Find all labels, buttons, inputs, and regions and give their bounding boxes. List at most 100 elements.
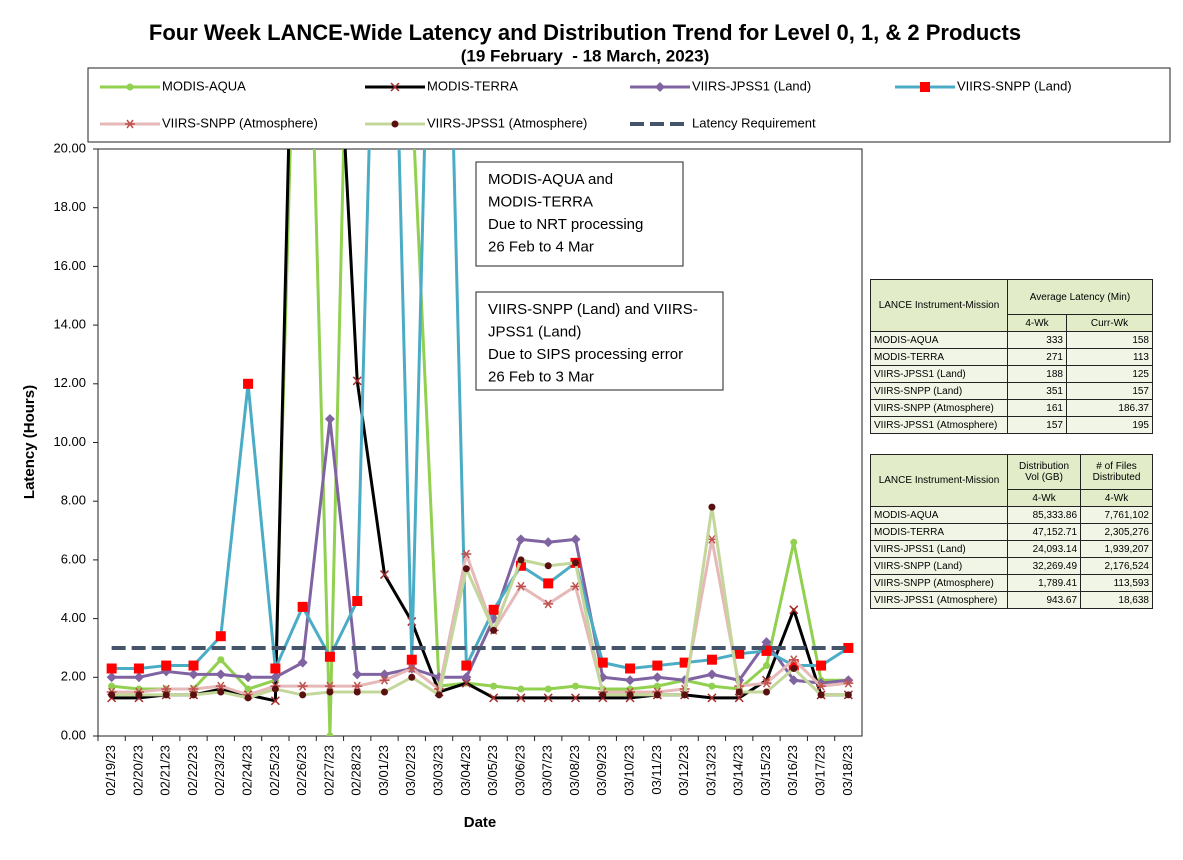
data-point <box>490 682 498 690</box>
data-point <box>653 691 661 699</box>
data-point <box>570 693 581 703</box>
x-tick-label: 03/03/23 <box>431 745 446 796</box>
legend-box <box>87 67 1171 143</box>
table-row: VIIRS-JPSS1 (Land) 188 125 <box>870 365 1154 383</box>
data-point <box>572 682 579 690</box>
legend-label: MODIS-TERRA <box>427 78 518 93</box>
header-row: LANCE Instrument-Mission Distribution Vol… <box>870 454 1153 507</box>
data-point <box>352 681 363 691</box>
row-label: MODIS-AQUA <box>870 506 1008 524</box>
data-point <box>653 682 661 690</box>
data-point <box>162 691 170 699</box>
x-tick-label: 03/09/23 <box>594 745 609 796</box>
cell: 85,333.86 <box>1006 506 1082 524</box>
data-point <box>515 560 526 571</box>
row-label: VIIRS-JPSS1 (Atmosphere) <box>870 416 1008 434</box>
cell: 186.37 <box>1065 399 1154 417</box>
header-cell: LANCE Instrument-Mission <box>870 279 1008 332</box>
x-tick-label: 02/25/23 <box>267 745 282 796</box>
series-line <box>111 505 849 700</box>
y-tick-label: 12.00 <box>53 375 86 390</box>
data-point <box>844 691 852 699</box>
data-point <box>297 681 308 691</box>
cell: 158 <box>1065 331 1154 349</box>
cell: 7,761,102 <box>1080 506 1153 524</box>
data-point <box>133 672 144 683</box>
y-tick-label: 0.00 <box>61 727 86 742</box>
cell: 157 <box>1007 416 1067 434</box>
x-tick-label: 02/23/23 <box>212 745 227 796</box>
x-tick-label: 03/15/23 <box>758 745 773 796</box>
x-tick-label: 02/28/23 <box>349 745 364 796</box>
data-point <box>706 669 717 680</box>
cell: 943.67 <box>1006 591 1082 609</box>
data-point <box>761 645 772 656</box>
x-tick-label: 03/08/23 <box>567 745 582 796</box>
data-point <box>679 657 690 668</box>
x-tick-label: 03/10/23 <box>622 745 637 796</box>
data-point <box>326 688 334 696</box>
data-point <box>270 663 281 674</box>
subheader-cell: 4-Wk <box>1080 489 1153 507</box>
data-point <box>188 684 199 694</box>
data-point <box>708 503 716 511</box>
row-label: VIIRS-JPSS1 (Land) <box>870 365 1008 383</box>
data-point <box>133 663 144 674</box>
latency-table: LANCE Instrument-Mission Average Latency … <box>870 279 1154 434</box>
header-cell: LANCE Instrument-Mission <box>870 454 1008 507</box>
legend-label: VIIRS-SNPP (Land) <box>957 78 1072 93</box>
data-point <box>217 688 225 696</box>
y-tick-label: 2.00 <box>61 669 86 684</box>
data-point <box>352 376 362 386</box>
x-axis-label: Date <box>464 814 497 831</box>
legend-label: VIIRS-JPSS1 (Atmosphere) <box>427 115 587 130</box>
legend-marker <box>391 120 399 128</box>
data-point <box>161 660 172 671</box>
data-point <box>652 672 663 683</box>
series-line <box>111 149 850 670</box>
data-point <box>790 664 798 672</box>
row-label: MODIS-TERRA <box>870 523 1008 541</box>
y-axis-label: Latency (Hours) <box>21 385 38 499</box>
header-row: LANCE Instrument-Mission Average Latency … <box>870 279 1153 332</box>
data-point <box>706 654 717 665</box>
distribution-table: LANCE Instrument-Mission Distribution Vol… <box>870 454 1153 609</box>
row-label: MODIS-AQUA <box>870 331 1008 349</box>
data-point <box>761 678 772 688</box>
data-point <box>243 672 254 683</box>
data-point <box>135 691 143 699</box>
data-point <box>817 691 825 699</box>
data-point <box>215 681 226 691</box>
data-point <box>299 691 307 699</box>
data-point <box>243 378 254 389</box>
row-label: VIIRS-SNPP (Land) <box>870 557 1008 575</box>
legend-marker <box>920 82 930 92</box>
annotation-text: 26 Feb to 3 Mar <box>488 368 594 385</box>
data-point <box>626 691 634 699</box>
x-tick-label: 03/13/23 <box>703 745 718 796</box>
data-point <box>543 693 553 703</box>
legend-marker <box>125 119 135 129</box>
data-point <box>297 657 308 668</box>
data-point <box>352 595 363 606</box>
legend-marker <box>390 82 400 92</box>
annotation-text: MODIS-AQUA and <box>488 171 613 188</box>
row-label: VIIRS-SNPP (Land) <box>870 382 1008 400</box>
cell: 157 <box>1065 382 1154 400</box>
annotation-text: MODIS-TERRA <box>488 193 593 210</box>
data-point <box>324 651 335 662</box>
x-tick-label: 03/17/23 <box>813 745 828 796</box>
data-point <box>788 655 799 665</box>
x-tick-label: 02/27/23 <box>321 745 336 796</box>
x-tick-label: 02/26/23 <box>294 745 309 796</box>
data-point <box>734 648 745 659</box>
row-label: VIIRS-SNPP (Atmosphere) <box>870 574 1008 592</box>
cell: 18,638 <box>1080 591 1153 609</box>
x-tick-label: 02/20/23 <box>130 745 145 796</box>
data-point <box>543 578 554 589</box>
data-point <box>190 691 197 699</box>
header-cell: Distribution Vol (GB) <box>1006 454 1082 490</box>
x-tick-label: 03/04/23 <box>458 745 473 796</box>
data-point <box>406 664 417 673</box>
cell: 24,093.14 <box>1006 540 1082 558</box>
